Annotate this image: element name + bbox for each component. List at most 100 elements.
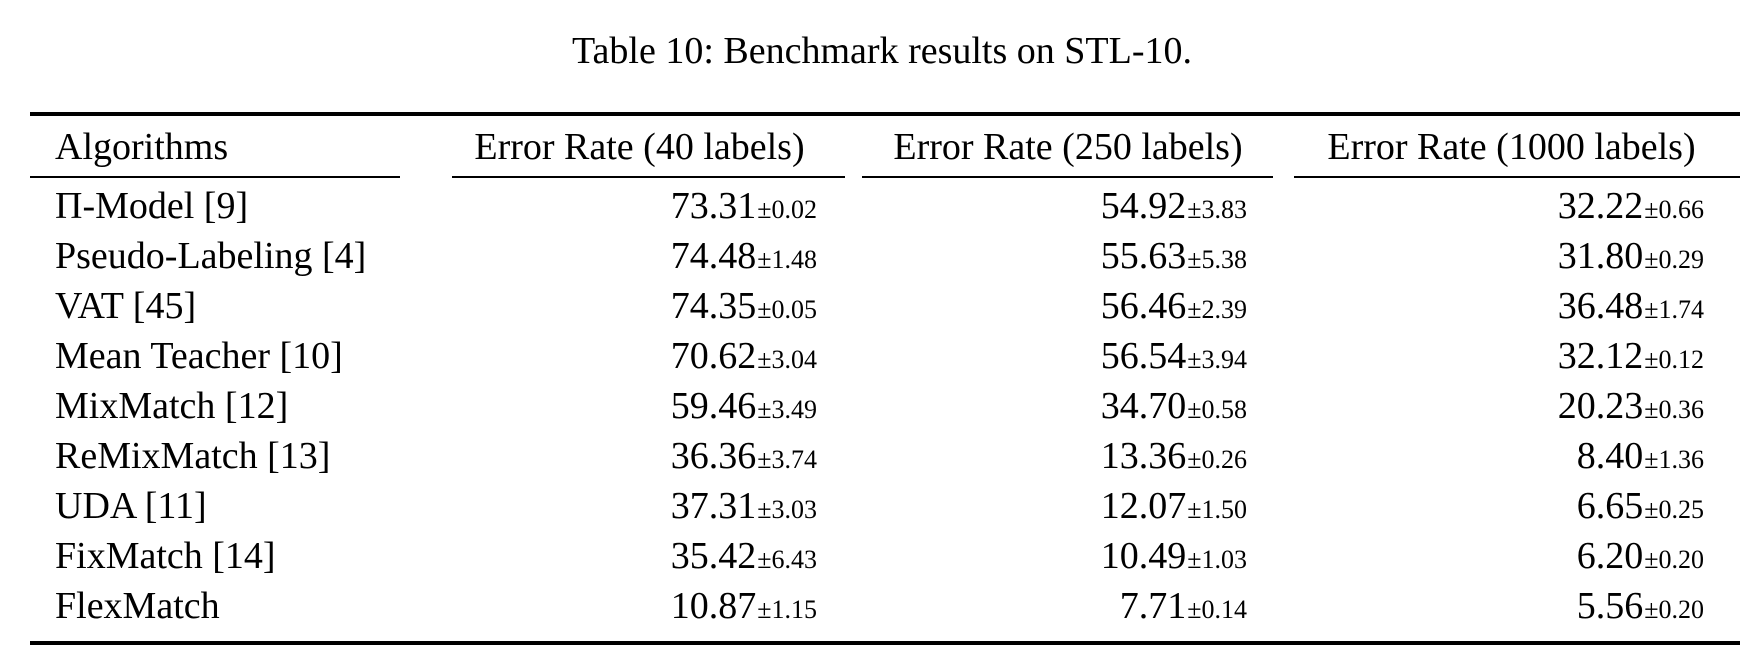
error-mean: 56.46	[1100, 285, 1187, 327]
error-std: ±0.14	[1187, 595, 1247, 624]
value-cell-250-labels: 10.49±1.03	[853, 533, 1283, 583]
value-cell-250-labels: 34.70±0.58	[853, 383, 1283, 433]
error-std: ±3.83	[1187, 195, 1247, 224]
error-mean: 34.70	[1100, 385, 1187, 427]
col-header-error-rate-1000-labels: Error Rate (1000 labels)	[1283, 116, 1740, 178]
error-mean: 12.07	[1100, 485, 1187, 527]
header-row: Algorithms Error Rate (40 labels) Error …	[30, 116, 1740, 178]
error-mean: 10.87	[670, 585, 757, 627]
error-std: ±1.74	[1644, 295, 1704, 324]
value-cell-40-labels: 35.42±6.43	[426, 533, 853, 583]
error-std: ±0.29	[1644, 245, 1704, 274]
value-cell-250-labels: 56.54±3.94	[853, 333, 1283, 383]
error-mean: 7.71	[1119, 585, 1187, 627]
error-mean: 56.54	[1100, 335, 1187, 377]
error-mean: 59.46	[670, 385, 757, 427]
error-mean: 32.12	[1557, 335, 1644, 377]
value-cell-1000-labels: 6.20±0.20	[1283, 533, 1740, 583]
error-std: ±0.58	[1187, 395, 1247, 424]
col-header-error-rate-40-labels: Error Rate (40 labels)	[426, 116, 853, 178]
table-header: Algorithms Error Rate (40 labels) Error …	[30, 116, 1740, 178]
error-mean: 31.80	[1557, 235, 1644, 277]
error-mean: 10.49	[1100, 535, 1187, 577]
value-cell-250-labels: 56.46±2.39	[853, 283, 1283, 333]
table-row: Π-Model [9] 73.31±0.02 54.92±3.83 32.22±…	[30, 178, 1740, 233]
error-mean: 74.48	[670, 235, 757, 277]
algorithm-cell: UDA [11]	[55, 485, 207, 527]
value-cell-1000-labels: 8.40±1.36	[1283, 433, 1740, 483]
algorithm-cell: Mean Teacher [10]	[55, 335, 343, 377]
value-cell-250-labels: 54.92±3.83	[853, 178, 1283, 233]
algorithm-cell: Π-Model [9]	[55, 185, 249, 227]
value-cell-250-labels: 7.71±0.14	[853, 583, 1283, 633]
error-mean: 36.36	[670, 435, 757, 477]
error-std: ±1.50	[1187, 495, 1247, 524]
value-cell-250-labels: 55.63±5.38	[853, 233, 1283, 283]
error-mean: 20.23	[1557, 385, 1644, 427]
error-std: ±3.49	[757, 395, 817, 424]
col-header-algorithms: Algorithms	[30, 116, 426, 178]
error-std: ±0.36	[1644, 395, 1704, 424]
value-cell-1000-labels: 20.23±0.36	[1283, 383, 1740, 433]
value-cell-40-labels: 37.31±3.03	[426, 483, 853, 533]
table-row: UDA [11] 37.31±3.03 12.07±1.50 6.65±0.25	[30, 483, 1740, 533]
error-mean: 73.31	[670, 185, 757, 227]
value-cell-1000-labels: 31.80±0.29	[1283, 233, 1740, 283]
error-std: ±0.12	[1644, 345, 1704, 374]
error-std: ±1.36	[1644, 445, 1704, 474]
value-cell-1000-labels: 32.12±0.12	[1283, 333, 1740, 383]
table-row: FlexMatch 10.87±1.15 7.71±0.14 5.56±0.20	[30, 583, 1740, 633]
table-caption: Table 10: Benchmark results on STL-10.	[572, 30, 1192, 72]
error-std: ±1.48	[757, 245, 817, 274]
error-std: ±0.66	[1644, 195, 1704, 224]
error-std: ±2.39	[1187, 295, 1247, 324]
error-mean: 36.48	[1557, 285, 1644, 327]
error-mean: 5.56	[1576, 585, 1644, 627]
error-mean: 6.65	[1576, 485, 1644, 527]
value-cell-40-labels: 36.36±3.74	[426, 433, 853, 483]
table-row: MixMatch [12] 59.46±3.49 34.70±0.58 20.2…	[30, 383, 1740, 433]
error-mean: 6.20	[1576, 535, 1644, 577]
table-row: Pseudo-Labeling [4] 74.48±1.48 55.63±5.3…	[30, 233, 1740, 283]
error-mean: 55.63	[1100, 235, 1187, 277]
algorithm-cell: MixMatch [12]	[55, 385, 289, 427]
error-std: ±5.38	[1187, 245, 1247, 274]
error-std: ±3.94	[1187, 345, 1247, 374]
value-cell-40-labels: 74.48±1.48	[426, 233, 853, 283]
algorithm-cell: VAT [45]	[55, 285, 197, 327]
error-mean: 32.22	[1557, 185, 1644, 227]
value-cell-40-labels: 10.87±1.15	[426, 583, 853, 633]
error-std: ±6.43	[757, 545, 817, 574]
error-std: ±0.20	[1644, 595, 1704, 624]
error-std: ±3.04	[757, 345, 817, 374]
value-cell-40-labels: 74.35±0.05	[426, 283, 853, 333]
algorithm-cell: FixMatch [14]	[55, 535, 276, 577]
table-row: ReMixMatch [13] 36.36±3.74 13.36±0.26 8.…	[30, 433, 1740, 483]
error-mean: 54.92	[1100, 185, 1187, 227]
value-cell-1000-labels: 36.48±1.74	[1283, 283, 1740, 333]
table-row: Mean Teacher [10] 70.62±3.04 56.54±3.94 …	[30, 333, 1740, 383]
error-mean: 35.42	[670, 535, 757, 577]
error-std: ±0.02	[757, 195, 817, 224]
error-std: ±3.03	[757, 495, 817, 524]
value-cell-40-labels: 73.31±0.02	[426, 178, 853, 233]
algorithm-cell: Pseudo-Labeling [4]	[55, 235, 367, 277]
error-std: ±0.25	[1644, 495, 1704, 524]
algorithm-cell: FlexMatch	[55, 585, 220, 627]
error-std: ±1.03	[1187, 545, 1247, 574]
error-mean: 8.40	[1576, 435, 1644, 477]
error-std: ±3.74	[757, 445, 817, 474]
error-mean: 37.31	[670, 485, 757, 527]
error-std: ±1.15	[757, 595, 817, 624]
table-row: FixMatch [14] 35.42±6.43 10.49±1.03 6.20…	[30, 533, 1740, 583]
error-mean: 74.35	[670, 285, 757, 327]
value-cell-40-labels: 59.46±3.49	[426, 383, 853, 433]
col-header-error-rate-250-labels: Error Rate (250 labels)	[853, 116, 1283, 178]
error-std: ±0.20	[1644, 545, 1704, 574]
value-cell-1000-labels: 6.65±0.25	[1283, 483, 1740, 533]
value-cell-250-labels: 12.07±1.50	[853, 483, 1283, 533]
value-cell-40-labels: 70.62±3.04	[426, 333, 853, 383]
value-cell-1000-labels: 5.56±0.20	[1283, 583, 1740, 633]
results-table: Algorithms Error Rate (40 labels) Error …	[30, 116, 1740, 633]
